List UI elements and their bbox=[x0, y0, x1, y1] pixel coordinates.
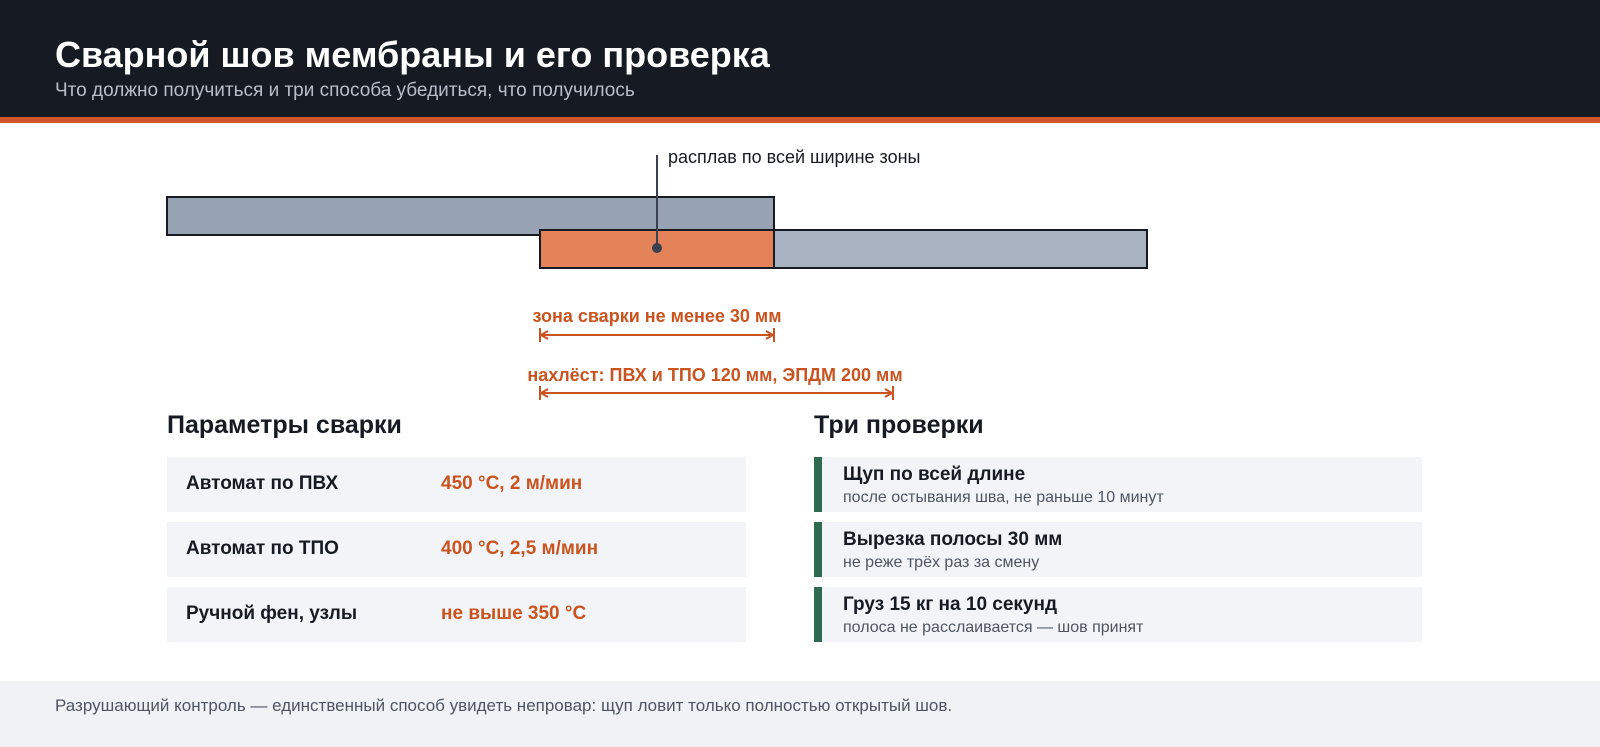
check-title: Вырезка полосы 30 мм bbox=[843, 529, 1063, 550]
footer bbox=[0, 681, 1600, 747]
params-title: Параметры сварки bbox=[167, 411, 402, 439]
overlap-label: нахлёст: ПВХ и ТПО 120 мм, ЭПДМ 200 мм bbox=[527, 365, 902, 385]
param-label: Ручной фен, узлы bbox=[186, 603, 358, 624]
callout-label: расплав по всей ширине зоны bbox=[668, 147, 920, 167]
check-accent bbox=[814, 522, 822, 577]
param-row bbox=[167, 522, 746, 577]
seam-diagram: расплав по всей ширине зоны зона сварки … bbox=[166, 147, 1148, 400]
check-note: не реже трёх раз за смену bbox=[843, 554, 1040, 571]
param-row bbox=[167, 587, 746, 642]
title: Сварной шов мембраны и его проверка bbox=[55, 34, 770, 75]
check-note: полоса не расслаивается — шов принят bbox=[843, 619, 1144, 636]
check-note: после остывания шва, не раньше 10 минут bbox=[843, 489, 1164, 506]
subtitle: Что должно получиться и три способа убед… bbox=[55, 80, 635, 101]
param-label: Автомат по ТПО bbox=[186, 538, 339, 559]
param-row bbox=[167, 457, 746, 512]
check-row bbox=[814, 587, 1422, 642]
check-title: Груз 15 кг на 10 секунд bbox=[843, 594, 1058, 615]
weld-zone-dimension bbox=[538, 328, 776, 342]
overlap-dimension bbox=[538, 386, 895, 400]
param-value: 400 °C, 2,5 м/мин bbox=[441, 538, 599, 559]
top-sheet bbox=[166, 196, 775, 236]
check-title: Щуп по всей длине bbox=[843, 464, 1026, 485]
check-accent bbox=[814, 587, 822, 642]
check-row bbox=[814, 522, 1422, 577]
weld-zone-label: зона сварки не менее 30 мм bbox=[532, 306, 781, 326]
header-stripe bbox=[0, 117, 1600, 123]
header bbox=[0, 0, 1600, 117]
check-row bbox=[814, 457, 1422, 512]
footer-text: Разрушающий контроль — единственный спос… bbox=[55, 696, 953, 715]
callout-dot bbox=[652, 243, 662, 253]
param-label: Автомат по ПВХ bbox=[186, 473, 339, 494]
param-value: не выше 350 °C bbox=[441, 603, 587, 624]
check-accent bbox=[814, 457, 822, 512]
param-value: 450 °C, 2 м/мин bbox=[441, 473, 583, 494]
checks-title: Три проверки bbox=[814, 411, 984, 439]
